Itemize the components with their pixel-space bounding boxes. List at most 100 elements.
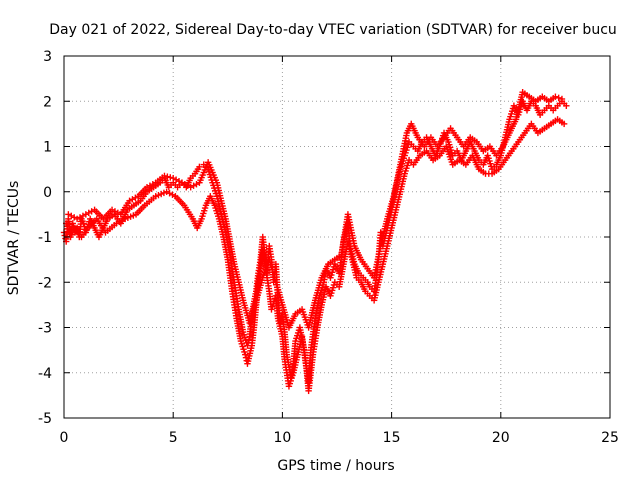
data-point-interp xyxy=(348,253,355,261)
data-point-interp xyxy=(545,122,553,129)
data-point-interp xyxy=(452,131,459,139)
data-point-interp xyxy=(480,168,487,176)
data-point-interp xyxy=(159,174,166,181)
x-tick-label: 10 xyxy=(273,430,291,446)
data-point-interp xyxy=(555,94,562,102)
data-point-interp xyxy=(274,312,281,320)
data-point-interp xyxy=(493,167,500,174)
data-point-interp xyxy=(252,299,259,307)
data-point-interp xyxy=(119,217,126,224)
x-tick-label: 20 xyxy=(492,430,510,446)
x-axis-label: GPS time / hours xyxy=(277,458,394,474)
data-point-interp xyxy=(265,285,273,292)
data-point-interp xyxy=(400,173,408,180)
data-point-interp xyxy=(291,312,298,320)
data-point-interp xyxy=(434,153,441,161)
data-point-interp xyxy=(175,177,183,185)
data-point-interp xyxy=(362,263,370,270)
data-point-interp xyxy=(224,253,231,261)
data-point-interp xyxy=(413,131,420,139)
data-point-interp xyxy=(484,144,491,152)
data-point-interp xyxy=(374,281,382,289)
data-point-interp xyxy=(167,174,174,181)
data-point-interp xyxy=(160,189,168,197)
data-point-interp xyxy=(465,136,472,143)
data-point-interp xyxy=(505,131,512,139)
data-point-interp xyxy=(214,212,222,220)
data-point-interp xyxy=(485,170,492,177)
x-tick-label: 15 xyxy=(383,430,401,446)
y-tick-label: 0 xyxy=(43,185,52,201)
data-point-interp xyxy=(379,263,386,270)
data-point-interp xyxy=(83,227,90,234)
data-point-interp xyxy=(313,327,321,334)
data-point-interp xyxy=(228,285,236,292)
data-point-interp xyxy=(235,303,242,310)
data-point xyxy=(558,95,566,103)
data-point-interp xyxy=(179,200,186,207)
data-point-interp xyxy=(271,276,279,283)
data-point-interp xyxy=(478,145,485,152)
data-point-interp xyxy=(230,258,238,265)
x-tick-label: 5 xyxy=(169,430,178,446)
data-point-interp xyxy=(139,203,147,211)
data-point-interp xyxy=(421,149,428,156)
data-point-interp xyxy=(533,127,540,134)
data-point-interp xyxy=(513,141,520,148)
data-point-interp xyxy=(258,277,266,284)
data-point-interp xyxy=(309,354,316,361)
data-point-interp xyxy=(184,182,191,189)
data-point-interp xyxy=(350,240,358,247)
data-point-interp xyxy=(128,203,135,211)
data-point-interp xyxy=(558,119,566,126)
data-point-interp xyxy=(383,245,390,252)
data-point-interp xyxy=(361,285,368,293)
data-point-interp xyxy=(248,344,255,352)
data-point-interp xyxy=(111,222,118,229)
x-tick-label: 25 xyxy=(601,430,619,446)
data-point-interp xyxy=(539,126,546,134)
y-tick-label: -5 xyxy=(38,411,52,427)
x-tick-label: 0 xyxy=(60,430,69,446)
data-point-interp xyxy=(318,304,325,311)
data-point-interp xyxy=(132,194,139,201)
data-point-interp xyxy=(471,137,478,144)
y-tick-label: 1 xyxy=(43,140,52,156)
data-point-interp xyxy=(408,141,415,148)
data-point-interp xyxy=(245,336,253,343)
data-point-interp xyxy=(539,109,546,116)
data-point-interp xyxy=(188,213,195,220)
data-point-interp xyxy=(278,330,285,338)
data-point-interp xyxy=(356,254,364,261)
data-point-interp xyxy=(550,95,557,102)
data-point-interp xyxy=(212,176,219,184)
data-point-interp xyxy=(396,191,403,198)
tick-labels: 0 5 10 15 20 25 -5 -4 -3 -2 -1 0 1 2 3 xyxy=(38,49,619,446)
data-point-interp xyxy=(189,172,197,180)
data-point-interp xyxy=(428,154,435,162)
data-point-interp xyxy=(239,326,246,333)
data-point-interp xyxy=(256,268,264,275)
data-point-interp xyxy=(500,159,507,166)
data-point-interp xyxy=(376,245,384,252)
data-point-interp xyxy=(372,277,380,284)
data-point-interp xyxy=(261,258,268,265)
data-point-interp xyxy=(362,276,369,284)
data-point-interp xyxy=(311,317,318,325)
data-point-interp xyxy=(383,218,390,225)
data-point-interp xyxy=(221,213,229,220)
data-point-interp xyxy=(560,100,568,107)
data-point-interp xyxy=(389,195,397,202)
data-point-interp xyxy=(103,217,110,225)
data-point-interp xyxy=(498,145,505,152)
data-point-interp xyxy=(237,335,244,342)
data-point-interp xyxy=(241,348,248,356)
data-point-interp xyxy=(415,154,422,162)
y-tick-label: -4 xyxy=(38,366,52,382)
data-point-interp xyxy=(323,263,331,270)
data-point-interp xyxy=(142,185,149,193)
data-point-interp xyxy=(439,136,446,143)
chart-title: Day 021 of 2022, Sidereal Day-to-day VTE… xyxy=(49,22,617,38)
data-point-interp xyxy=(70,214,78,221)
